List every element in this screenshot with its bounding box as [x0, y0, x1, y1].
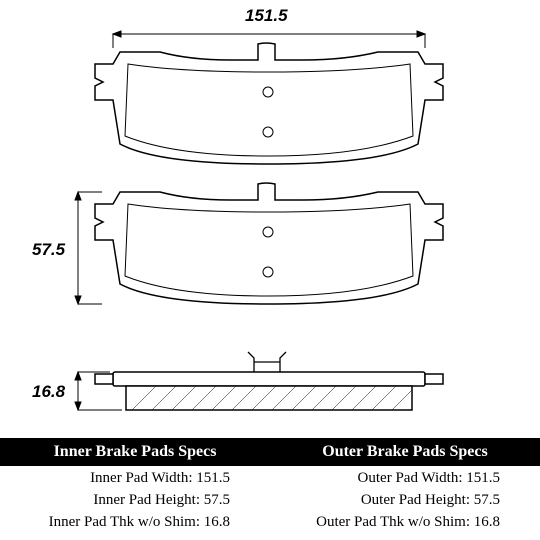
- inner-specs-title: Inner Brake Pads Specs: [0, 438, 270, 466]
- thickness-dimension-label: 16.8: [32, 382, 65, 402]
- spec-row: Inner Pad Thk w/o Shim: 16.8: [18, 512, 230, 534]
- brake-pad-diagram: 151.5 57.5 16.8: [0, 0, 540, 430]
- width-dimension-label: 151.5: [245, 6, 288, 26]
- specs-table: Inner Pad Width: 151.5 Inner Pad Height:…: [0, 466, 540, 535]
- spec-row: Outer Pad Thk w/o Shim: 16.8: [288, 512, 500, 534]
- spec-row: Inner Pad Width: 151.5: [18, 468, 230, 490]
- diagram-svg: [0, 0, 540, 430]
- spec-row: Inner Pad Height: 57.5: [18, 490, 230, 512]
- inner-specs-column: Inner Pad Width: 151.5 Inner Pad Height:…: [0, 466, 270, 535]
- outer-specs-column: Outer Pad Width: 151.5 Outer Pad Height:…: [270, 466, 540, 535]
- spec-row: Outer Pad Width: 151.5: [288, 468, 500, 490]
- specs-header: Inner Brake Pads Specs Outer Brake Pads …: [0, 438, 540, 466]
- spec-row: Outer Pad Height: 57.5: [288, 490, 500, 512]
- outer-specs-title: Outer Brake Pads Specs: [270, 438, 540, 466]
- height-dimension-label: 57.5: [32, 240, 65, 260]
